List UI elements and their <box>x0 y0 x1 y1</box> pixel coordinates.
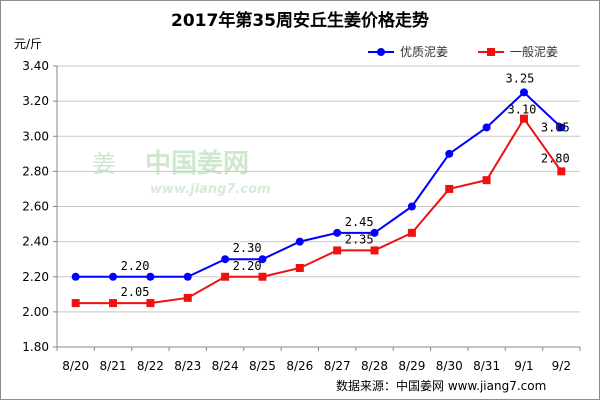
legend: 优质泥姜 一般泥姜 <box>368 44 558 59</box>
series-2-point <box>445 184 454 193</box>
x-tick-label: 8/31 <box>473 359 500 373</box>
x-tick-label: 8/22 <box>137 359 164 373</box>
series-1-point <box>370 228 379 237</box>
series-1-point <box>258 255 267 264</box>
grid-lines <box>57 65 580 313</box>
legend-marker <box>377 48 385 56</box>
x-tick-labels: 8/20 8/21 8/22 8/23 8/24 8/25 8/26 8/27 8/28 8/29… <box>62 359 571 373</box>
series-2-point <box>258 272 267 281</box>
data-label: 3.25 <box>506 71 535 85</box>
x-tick-label: 8/30 <box>436 359 463 373</box>
series-1-point <box>109 272 118 281</box>
series-1-point <box>407 202 416 211</box>
x-tick-label: 8/26 <box>286 359 313 373</box>
series-2-point <box>183 293 192 302</box>
series-2-point <box>295 263 304 272</box>
series-2-point <box>482 176 491 185</box>
data-label: 2.80 <box>541 151 570 165</box>
watermark-logo-icon: 姜 <box>92 150 116 178</box>
watermark: 姜 中国姜网 www.jiang7.com <box>92 148 271 197</box>
series-2-point <box>519 114 528 123</box>
series-2-point <box>407 228 416 237</box>
series-1-point <box>445 149 454 158</box>
axes <box>53 65 581 351</box>
x-tick-label: 8/25 <box>249 359 276 373</box>
y-tick-label: 2.00 <box>22 305 49 319</box>
series-1-point <box>146 272 155 281</box>
series-2-point <box>333 246 342 255</box>
legend-label: 优质泥姜 <box>400 45 448 59</box>
data-label: 2.30 <box>233 241 262 255</box>
source-note: 数据来源：中国姜网 www.jiang7.com <box>336 378 546 393</box>
x-tick-label: 8/24 <box>212 359 239 373</box>
data-label: 2.20 <box>233 259 262 273</box>
y-tick-label: 2.20 <box>22 270 49 284</box>
y-tick-label: 3.40 <box>22 59 49 73</box>
chart-title: 2017年第35周安丘生姜价格走势 <box>171 10 429 31</box>
data-label: 3.05 <box>541 120 570 134</box>
y-axis-unit: 元/斤 <box>14 37 42 51</box>
x-tick-label: 8/20 <box>62 359 89 373</box>
series-1-point <box>482 123 491 132</box>
x-tick-label: 9/1 <box>514 359 533 373</box>
series-2-point <box>146 299 155 308</box>
series-2-point <box>370 246 379 255</box>
data-label: 2.20 <box>121 259 150 273</box>
series-1-point <box>221 255 230 264</box>
series-1-point <box>557 123 566 132</box>
series-line-2 <box>75 116 563 305</box>
series-1-point <box>295 237 304 246</box>
y-tick-label: 3.20 <box>22 94 49 108</box>
x-tick-label: 8/29 <box>398 359 425 373</box>
legend-marker <box>487 48 495 56</box>
y-tick-label: 1.80 <box>22 340 49 354</box>
x-tick-label: 8/23 <box>174 359 201 373</box>
y-tick-label: 2.60 <box>22 200 49 214</box>
data-label: 2.45 <box>345 215 374 229</box>
series-layer <box>71 88 566 308</box>
y-tick-label: 3.00 <box>22 129 49 143</box>
y-tick-labels: 1.80 2.00 2.20 2.40 2.60 2.80 3.00 3.20 3.40 <box>22 59 49 354</box>
x-tick-label: 8/28 <box>361 359 388 373</box>
y-tick-label: 2.40 <box>22 235 49 249</box>
series-1-point <box>183 272 192 281</box>
y-tick-label: 2.80 <box>22 164 49 178</box>
data-label: 2.35 <box>345 232 374 246</box>
data-label: 3.10 <box>508 103 537 117</box>
series-2-point <box>221 272 230 281</box>
x-tick-label: 9/2 <box>552 359 571 373</box>
series-line-1 <box>75 90 563 278</box>
data-labels: 2.20 2.30 2.45 3.25 3.05 2.05 2.20 2.35 3.10 2.80 <box>121 71 570 299</box>
watermark-url: www.jiang7.com <box>150 182 271 197</box>
series-2-point <box>71 299 80 308</box>
series-1-point <box>71 272 80 281</box>
series-2-point <box>109 299 118 308</box>
legend-label: 一般泥姜 <box>510 44 558 59</box>
series-1-point <box>333 228 342 237</box>
series-1-point <box>519 88 528 97</box>
x-tick-label: 8/27 <box>324 359 351 373</box>
series-2-point <box>557 167 566 176</box>
watermark-text: 中国姜网 <box>145 148 249 179</box>
data-label: 2.05 <box>121 285 150 299</box>
x-tick-label: 8/21 <box>100 359 127 373</box>
